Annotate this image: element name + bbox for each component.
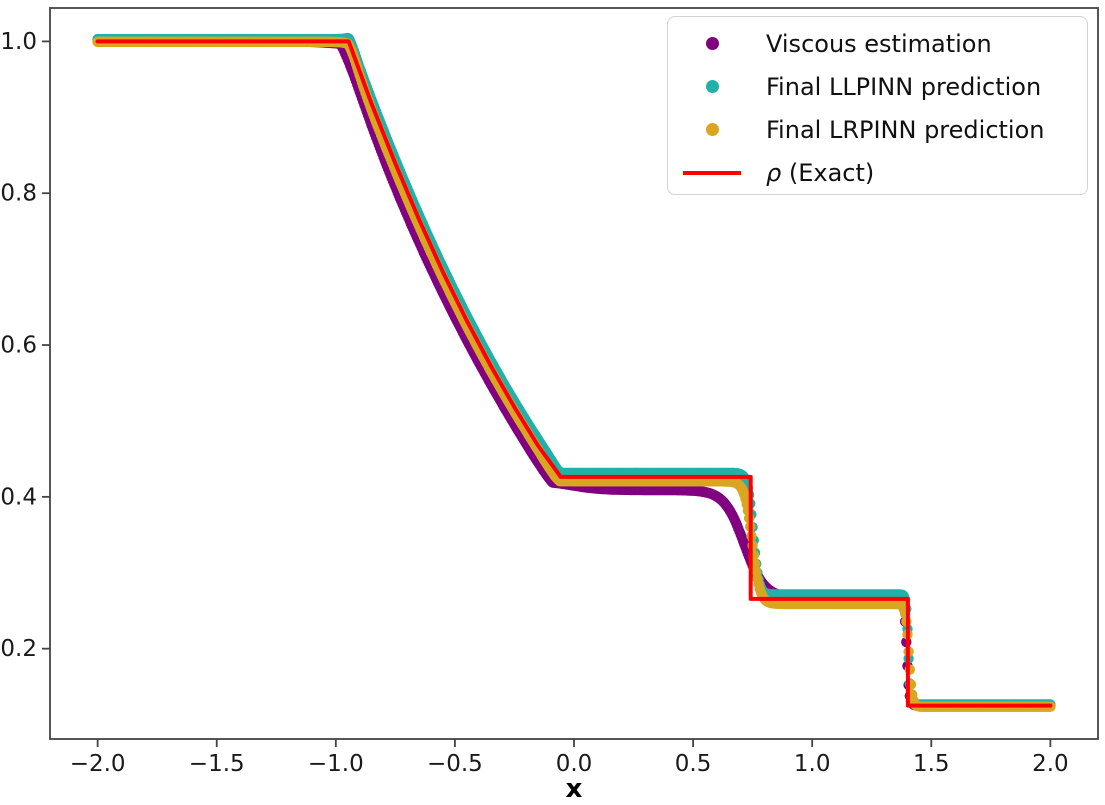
x-tick-label: −1.5 (189, 751, 245, 777)
x-tick-label: −2.0 (70, 751, 126, 777)
x-tick-label: 1.5 (913, 751, 950, 777)
x-tick-label: 0.0 (556, 751, 593, 777)
legend-item-label: ρ (Exact) (766, 159, 874, 187)
rho-symbol: ρ (766, 158, 782, 187)
legend-handle (680, 123, 744, 136)
y-tick-label: 1.0 (0, 29, 37, 55)
legend-item-exact-rho: ρ (Exact) (680, 152, 1087, 194)
x-tick-label: 0.5 (675, 751, 712, 777)
axis-ticks: −2.0 −1.5 −1.0 −0.5 0.0 0.5 1.0 1.5 2.0 0.2 0.4 0.6… (0, 29, 1068, 777)
y-tick-label: 0.8 (0, 181, 37, 207)
llpinn-prediction-dot-icon (705, 80, 719, 93)
y-tick-label: 0.2 (0, 636, 37, 662)
legend-item-lrpinn-prediction: Final LRPINN prediction (680, 109, 1087, 151)
lrpinn-prediction-dot-icon (705, 123, 719, 136)
legend-item-viscous-estimation: Viscous estimation (680, 23, 1087, 65)
x-tick-label: −1.0 (308, 751, 364, 777)
x-axis-label: x (566, 774, 583, 804)
legend: Viscous estimation Final LLPINN predicti… (667, 16, 1088, 195)
plot-area-border (49, 7, 1099, 740)
exact-suffix: (Exact) (781, 158, 875, 187)
legend-item-llpinn-prediction: Final LLPINN prediction (680, 66, 1087, 108)
y-tick-label: 0.4 (0, 484, 37, 510)
legend-item-label: Final LRPINN prediction (766, 115, 1045, 144)
series-final-lrpinn-prediction (92, 36, 1056, 712)
viscous-estimation-dot-icon (705, 37, 719, 50)
x-tick-label: 1.0 (794, 751, 831, 777)
y-tick-label: 0.6 (0, 333, 37, 359)
x-tick-label: 2.0 (1032, 751, 1069, 777)
x-tick-label: −0.5 (427, 751, 483, 777)
legend-item-label: Viscous estimation (766, 29, 992, 58)
legend-handle (680, 37, 744, 50)
legend-handle (680, 170, 744, 175)
legend-item-label: Final LLPINN prediction (766, 72, 1042, 101)
exact-line-icon (683, 170, 741, 175)
exact-solution-line (95, 39, 1053, 708)
legend-handle (680, 80, 744, 93)
